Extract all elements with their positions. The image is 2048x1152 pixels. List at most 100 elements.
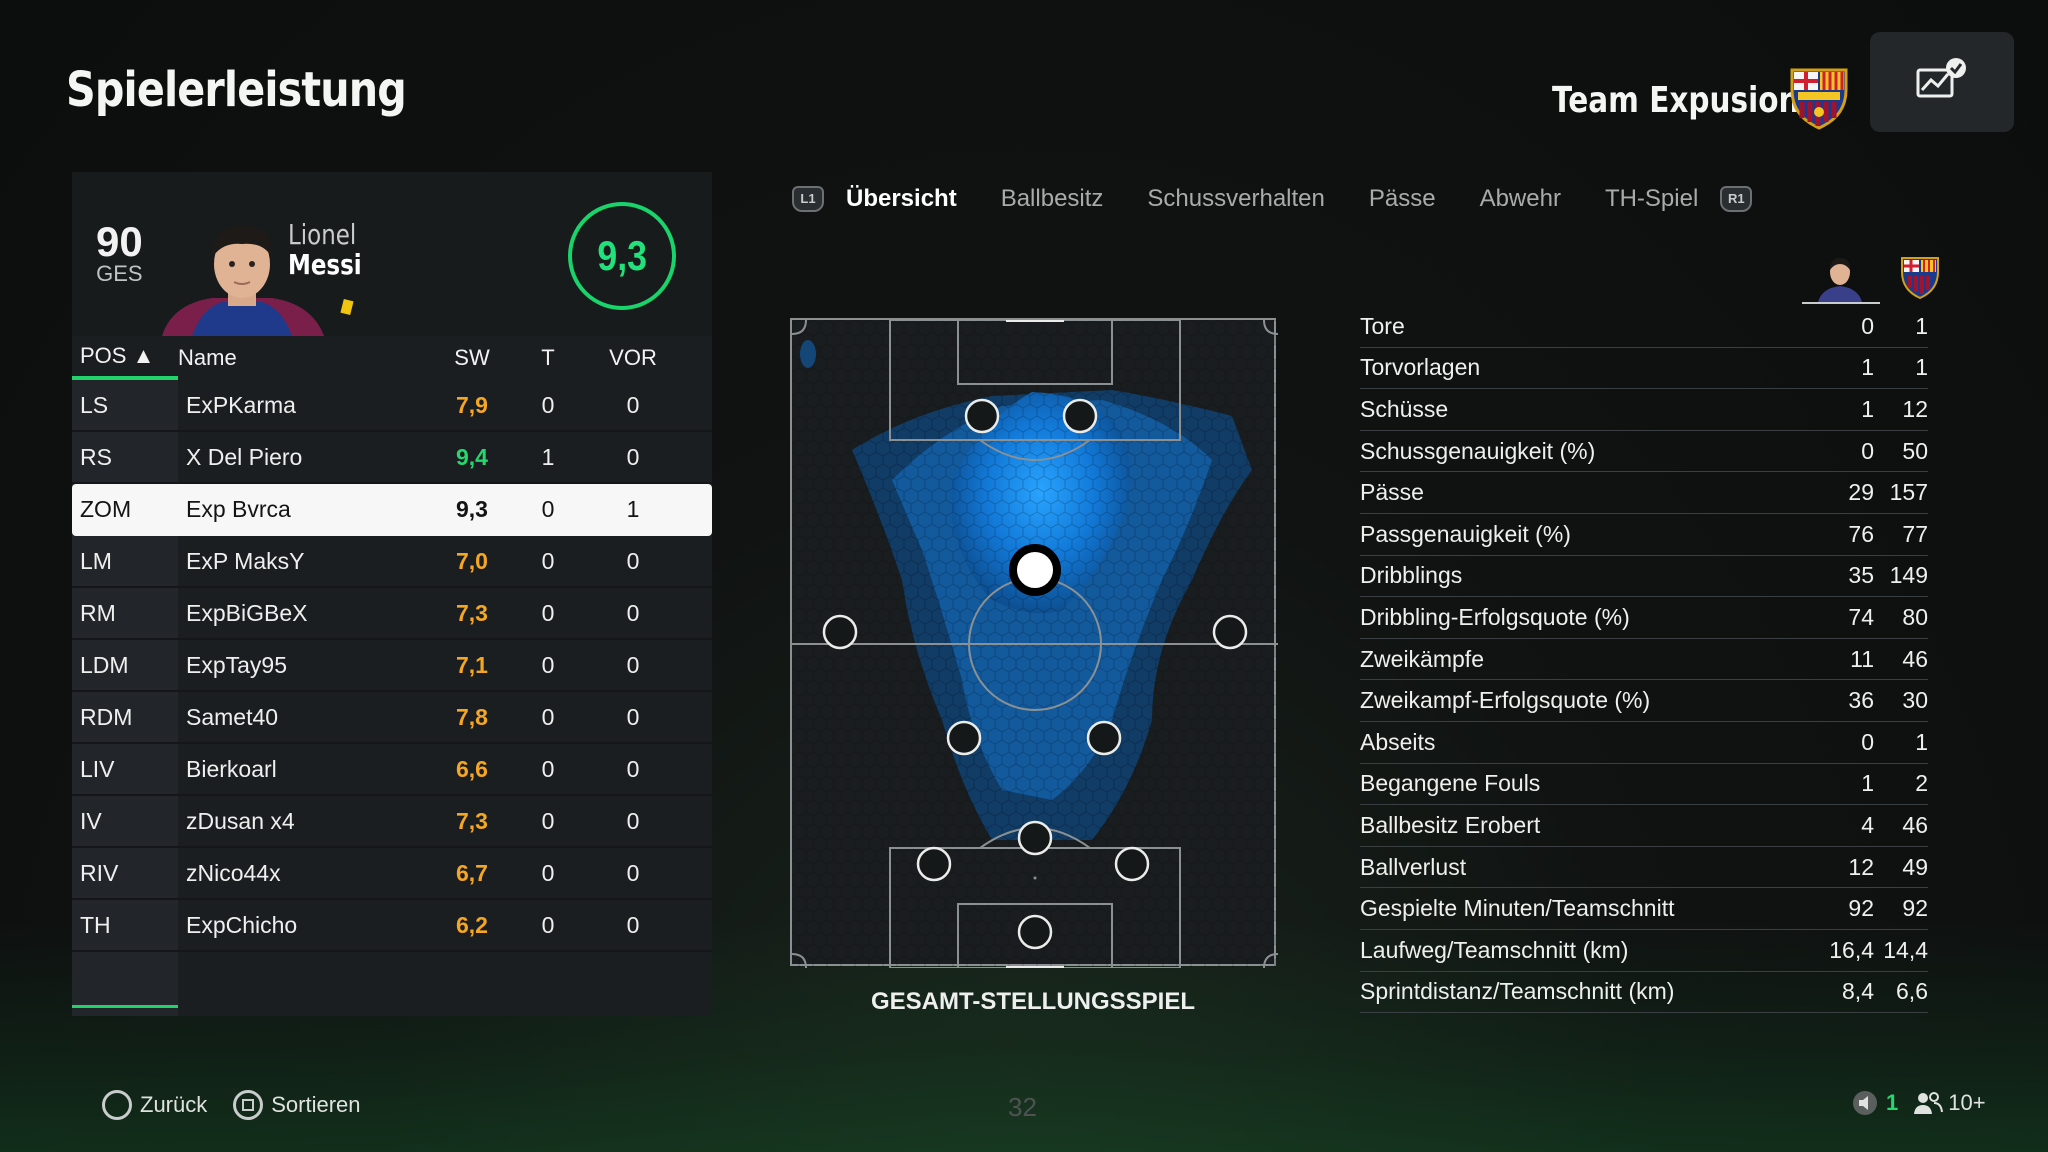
stat-player-value: 0 <box>1861 728 1874 755</box>
row-player-name: Bierkoarl <box>186 755 277 782</box>
stat-row: Zweikämpfe 11 46 <box>1360 639 1928 681</box>
player-marker <box>822 614 858 650</box>
player-avatar-icon <box>1802 258 1880 304</box>
tab-0[interactable]: Übersicht <box>846 185 957 212</box>
sort-pos-header[interactable]: POS ▲ <box>72 336 178 380</box>
rating-header[interactable]: SW <box>454 345 490 370</box>
row-player-name: zNico44x <box>186 859 281 886</box>
players-count: 10+ <box>1948 1090 1986 1115</box>
tab-1[interactable]: Ballbesitz <box>1000 185 1104 212</box>
stat-row: Begangene Fouls 1 2 <box>1360 764 1928 806</box>
stat-label: Zweikämpfe <box>1360 645 1484 672</box>
compare-stats-button[interactable] <box>1870 32 2014 132</box>
page-number: 32 <box>1008 1092 1037 1122</box>
tab-2[interactable]: Schussverhalten <box>1147 185 1325 212</box>
table-row[interactable]: LS ExPKarma 7,9 0 0 <box>72 380 712 432</box>
player-marker <box>1086 720 1122 756</box>
row-goals: 0 <box>541 651 555 678</box>
table-row[interactable]: LM ExP MaksY 7,0 0 0 <box>72 536 712 588</box>
row-rating: 7,1 <box>456 651 488 678</box>
row-player-name: ExpTay95 <box>186 651 288 678</box>
stat-label: Sprintdistanz/Teamschnitt (km) <box>1360 978 1675 1005</box>
table-row[interactable]: RM ExpBiGBeX 7,3 0 0 <box>72 588 712 640</box>
stat-row: Sprintdistanz/Teamschnitt (km) 8,4 6,6 <box>1360 972 1928 1014</box>
stats-table: Tore 0 1 Torvorlagen 1 1 Schüsse 1 12 Schussgenau… <box>1360 306 1928 1014</box>
row-assists: 0 <box>626 807 640 834</box>
stat-team-value: 12 <box>1902 395 1928 422</box>
table-header: POS ▲ Name SW T VOR <box>72 336 712 380</box>
row-goals: 0 <box>541 391 555 418</box>
row-player-name: ExP MaksY <box>186 547 305 574</box>
sort-button[interactable]: Sortieren <box>233 1090 361 1120</box>
stat-player-value: 29 <box>1848 479 1874 506</box>
row-rating: 9,4 <box>456 443 488 470</box>
tab-3[interactable]: Pässe <box>1368 185 1436 212</box>
player-marker <box>946 720 982 756</box>
table-row[interactable]: LIV Bierkoarl 6,6 0 0 <box>72 744 712 796</box>
assists-header[interactable]: VOR <box>609 345 657 370</box>
chart-check-icon <box>1916 58 1966 98</box>
overall-rating: 90 GES <box>96 221 143 286</box>
stat-label: Begangene Fouls <box>1360 770 1541 797</box>
team-name: Team Expusion <box>1552 80 1800 121</box>
row-player-name: zDusan x4 <box>186 807 295 834</box>
stat-label: Schüsse <box>1360 395 1449 422</box>
row-rating: 6,6 <box>456 755 488 782</box>
tab-4[interactable]: Abwehr <box>1479 185 1561 212</box>
row-player-name: ExpChicho <box>186 911 298 938</box>
row-goals: 0 <box>541 859 555 886</box>
stat-player-value: 1 <box>1861 354 1874 381</box>
stat-label: Gespielte Minuten/Teamschnitt <box>1360 895 1675 922</box>
row-player-name: Exp Bvrca <box>186 495 291 522</box>
stat-player-value: 36 <box>1848 687 1874 714</box>
row-player-name: Samet40 <box>186 703 279 730</box>
stat-player-value: 76 <box>1848 520 1874 547</box>
row-rating: 7,0 <box>456 547 488 574</box>
table-row[interactable]: RS X Del Piero 9,4 1 0 <box>72 432 712 484</box>
stat-team-value: 80 <box>1902 603 1928 630</box>
players-icon <box>1914 1092 1944 1114</box>
goals-header[interactable]: T <box>541 345 555 370</box>
back-label: Zurück <box>140 1092 208 1117</box>
match-rating-value: 9,3 <box>597 232 647 279</box>
player-rows: LS ExPKarma 7,9 0 0 RS X Del Piero 9,4 1 0 ZOM Exp … <box>72 380 712 952</box>
stat-player-value: 12 <box>1848 853 1874 880</box>
table-row[interactable]: IV zDusan x4 7,3 0 0 <box>72 796 712 848</box>
row-rating: 7,9 <box>456 391 488 418</box>
table-row[interactable]: LDM ExpTay95 7,1 0 0 <box>72 640 712 692</box>
table-row[interactable]: TH ExpChicho 6,2 0 0 <box>72 900 712 952</box>
table-row[interactable]: ZOM Exp Bvrca 9,3 0 1 <box>72 484 712 536</box>
stat-label: Schussgenauigkeit (%) <box>1360 437 1596 464</box>
stat-row: Torvorlagen 1 1 <box>1360 348 1928 390</box>
stat-row: Abseits 0 1 <box>1360 722 1928 764</box>
row-position: LM <box>80 547 112 574</box>
stat-row: Schussgenauigkeit (%) 0 50 <box>1360 431 1928 473</box>
player-card: 90 GES Lionel Messi 9,3 <box>72 172 712 336</box>
table-row[interactable]: RDM Samet40 7,8 0 0 <box>72 692 712 744</box>
square-button-icon <box>233 1090 264 1120</box>
back-button[interactable]: Zurück <box>102 1090 207 1120</box>
stat-row: Passgenauigkeit (%) 76 77 <box>1360 514 1928 556</box>
row-assists: 0 <box>626 755 640 782</box>
stat-label: Torvorlagen <box>1360 354 1481 381</box>
stat-player-value: 4 <box>1861 811 1874 838</box>
team-crest-small-icon <box>1901 257 1939 300</box>
table-row[interactable]: RIV zNico44x 6,7 0 0 <box>72 848 712 900</box>
stat-team-value: 46 <box>1902 811 1928 838</box>
stat-team-value: 1 <box>1915 728 1928 755</box>
speaker-muted-icon <box>1853 1091 1877 1115</box>
player-last-name: Messi <box>288 248 362 281</box>
row-rating: 9,3 <box>456 495 488 522</box>
stat-player-value: 0 <box>1861 437 1874 464</box>
voice-count: 1 <box>1886 1090 1899 1115</box>
stat-row: Schüsse 1 12 <box>1360 389 1928 431</box>
l1-button-icon[interactable]: L1 <box>792 186 824 212</box>
stat-player-value: 11 <box>1850 645 1874 672</box>
row-player-name: ExPKarma <box>186 391 296 418</box>
player-portrait <box>152 212 332 336</box>
row-goals: 0 <box>541 755 555 782</box>
tab-5[interactable]: TH-Spiel <box>1604 185 1699 212</box>
name-header[interactable]: Name <box>178 345 237 370</box>
stat-label: Zweikampf-Erfolgsquote (%) <box>1360 687 1651 714</box>
r1-button-icon[interactable]: R1 <box>1720 186 1753 212</box>
